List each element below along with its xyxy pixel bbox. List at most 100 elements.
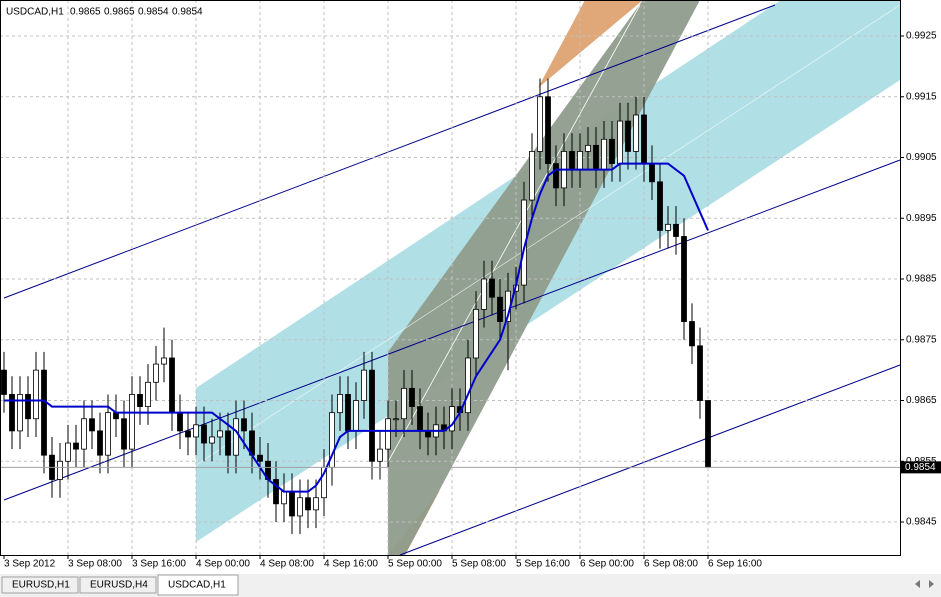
tabs: EURUSD,H1 EURUSD,H4 USDCAD,H1 xyxy=(1,574,239,596)
tab-label[interactable]: EURUSD,H4 xyxy=(90,580,148,591)
x-tick-label: 4 Sep 16:00 xyxy=(324,559,378,570)
candle-body xyxy=(41,369,47,456)
moving-average xyxy=(4,162,709,493)
plot xyxy=(0,0,900,555)
candle-body xyxy=(569,151,575,171)
y-tick-label: 0.9845 xyxy=(906,517,937,528)
candle-body xyxy=(489,278,495,298)
x-tick-label: 6 Sep 16:00 xyxy=(708,559,762,570)
plot-border xyxy=(0,0,901,556)
candle-body xyxy=(529,151,535,201)
scroll-right[interactable] xyxy=(929,580,934,588)
candle-body xyxy=(65,442,71,462)
candle-body xyxy=(225,430,231,456)
ohlc-low: 0.9854 xyxy=(138,7,169,18)
candle-body xyxy=(305,497,311,511)
candle-body xyxy=(17,394,23,432)
candle-body xyxy=(73,442,79,450)
y-tick-label: 0.9905 xyxy=(906,152,937,163)
candle-body xyxy=(345,394,351,432)
candle-body xyxy=(81,418,87,450)
candle-body xyxy=(361,369,367,401)
scroll-left[interactable] xyxy=(915,580,920,588)
candle-body xyxy=(681,236,687,322)
candle-body xyxy=(609,138,615,164)
candle-body xyxy=(153,363,159,383)
candle-body xyxy=(625,120,631,152)
tab[interactable] xyxy=(79,576,157,594)
candle-body xyxy=(401,387,407,420)
candle-body xyxy=(257,454,263,462)
candle-body xyxy=(601,138,607,171)
x-tick-label: 3 Sep 16:00 xyxy=(132,559,186,570)
candle-body xyxy=(217,430,223,438)
x-tick-label: 5 Sep 16:00 xyxy=(516,559,570,570)
candle-body xyxy=(33,369,39,420)
candle-body xyxy=(289,491,295,517)
x-tick-label: 3 Sep 08:00 xyxy=(68,559,122,570)
x-tick-label: 4 Sep 08:00 xyxy=(260,559,314,570)
candle-body xyxy=(665,223,671,231)
symbol-label: USDCAD,H1 xyxy=(6,7,64,18)
tab[interactable] xyxy=(1,576,79,594)
x-tick-label: 4 Sep 00:00 xyxy=(196,559,250,570)
candle-body xyxy=(705,400,711,468)
candle-body xyxy=(1,369,7,395)
y-tick-label: 0.9875 xyxy=(906,334,937,345)
candle-body xyxy=(281,491,287,505)
x-tick-label: 6 Sep 00:00 xyxy=(580,559,634,570)
candle-body xyxy=(537,96,543,152)
price-marker xyxy=(901,461,941,474)
candle-body xyxy=(97,430,103,456)
candle-body xyxy=(313,497,319,511)
candle-body xyxy=(585,144,591,152)
candle-body xyxy=(201,424,207,444)
y-tick-label: 0.9915 xyxy=(906,91,937,102)
candle-body xyxy=(129,394,135,450)
candle-body xyxy=(121,418,127,450)
candle-body xyxy=(553,163,559,189)
candle-body xyxy=(697,345,703,401)
candle-body xyxy=(273,479,279,505)
candle-body xyxy=(177,412,183,432)
tab-active[interactable] xyxy=(157,574,239,596)
candle-body xyxy=(193,424,199,438)
x-tick-label: 6 Sep 08:00 xyxy=(644,559,698,570)
candle-body xyxy=(473,308,479,359)
candle-body xyxy=(465,357,471,414)
candle-body xyxy=(689,321,695,347)
candle-body xyxy=(481,278,487,310)
candle-body xyxy=(593,144,599,171)
candle-body xyxy=(417,406,423,432)
y-tick-label: 0.9865 xyxy=(906,395,937,406)
candle-body xyxy=(617,120,623,164)
candle-body xyxy=(449,406,455,432)
candle-body xyxy=(233,418,239,456)
candle-body xyxy=(209,436,215,444)
tab-label[interactable]: USDCAD,H1 xyxy=(168,580,226,591)
candle-body xyxy=(89,418,95,432)
channel-midline xyxy=(387,4,641,463)
ohlc-open: 0.9865 xyxy=(70,7,101,18)
x-tick-label: 5 Sep 08:00 xyxy=(452,559,506,570)
candle-body xyxy=(393,418,399,421)
candle-body xyxy=(9,394,15,432)
channel-midline xyxy=(195,4,901,466)
candle-body xyxy=(161,357,167,365)
candle-body xyxy=(657,181,663,231)
x-tick-label: 5 Sep 00:00 xyxy=(388,559,442,570)
candle-body xyxy=(297,497,303,517)
candle-body xyxy=(385,418,391,450)
ohlc-high: 0.9865 xyxy=(104,7,135,18)
candle-body xyxy=(353,400,359,432)
tab-label[interactable]: EURUSD,H1 xyxy=(12,580,70,591)
candle-body xyxy=(337,394,343,414)
candle-body xyxy=(105,412,111,456)
candle-body xyxy=(649,163,655,183)
trend-line xyxy=(3,4,776,299)
ohlc-close: 0.9854 xyxy=(172,7,203,18)
candle-body xyxy=(241,418,247,432)
trend-line xyxy=(399,364,901,556)
candle-body xyxy=(577,151,583,171)
